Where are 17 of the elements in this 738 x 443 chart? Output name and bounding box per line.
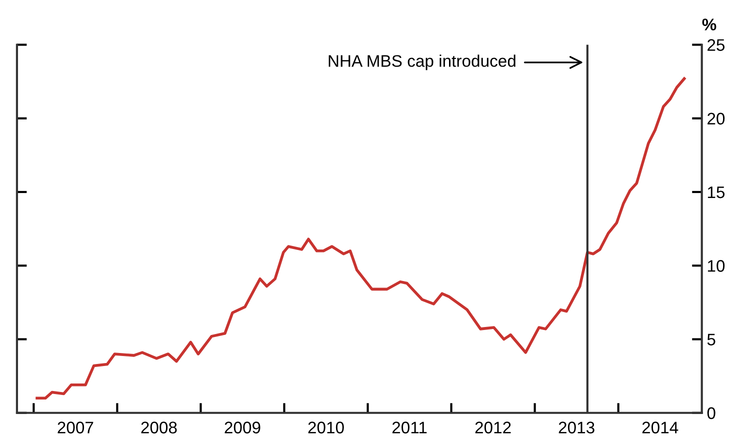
y-tick-label: 10 — [708, 260, 725, 272]
x-tick-label: 2013 — [558, 422, 594, 434]
y-tick-label: 20 — [708, 112, 725, 125]
x-tick-label: 2008 — [141, 422, 177, 434]
x-tick-label: 2010 — [308, 422, 344, 434]
y-tick-label: 0 — [707, 407, 716, 420]
y-tick-label: 15 — [708, 186, 725, 198]
y-tick-label: 5 — [707, 334, 716, 346]
annotation: NHA MBS cap introduced — [328, 54, 516, 70]
x-tick-label: 2014 — [642, 422, 678, 434]
line-series — [36, 77, 686, 400]
y-axis-title: % — [702, 18, 716, 30]
x-tick-label: 2009 — [224, 422, 260, 434]
x-tick-label: 2012 — [475, 422, 511, 434]
x-tick-label: 2011 — [392, 422, 427, 434]
x-tick-label: 2007 — [58, 422, 94, 434]
y-tick-label: 25 — [708, 39, 725, 51]
